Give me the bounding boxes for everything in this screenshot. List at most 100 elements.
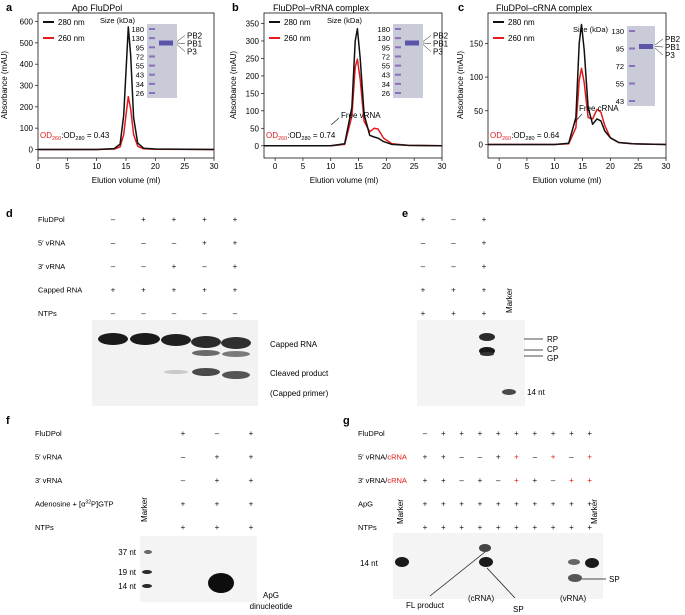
marker-label-right: Marker bbox=[590, 499, 599, 524]
cell-sign: + bbox=[478, 476, 483, 485]
panel-a-series bbox=[38, 26, 215, 151]
panel-d-bands bbox=[98, 333, 251, 379]
series-line-260nm bbox=[38, 95, 215, 151]
cell-sign: + bbox=[451, 309, 456, 318]
ladder-size-label: 130 bbox=[377, 34, 390, 43]
cell-sign: – bbox=[451, 262, 456, 271]
ladder-size-label: 34 bbox=[382, 80, 390, 89]
y-tick-label: 50 bbox=[250, 124, 259, 133]
panel-d-condition-table: FluDPol – + + + +5′ vRNA – – – + +3′ vRNA – – + – + Capp… bbox=[38, 215, 238, 318]
label-19nt: 19 nt bbox=[118, 568, 137, 577]
cell-sign: + bbox=[451, 286, 456, 295]
ladder-band bbox=[395, 82, 401, 85]
cell-sign: + bbox=[181, 523, 186, 532]
cell-sign: + bbox=[482, 286, 487, 295]
row-label-part: 3′ vRNA/ bbox=[358, 476, 388, 485]
band-label: PB2 bbox=[665, 35, 681, 44]
row-label: FluDPol bbox=[35, 429, 62, 438]
row-label: NTPs bbox=[358, 523, 377, 532]
band-capped-lane1 bbox=[98, 333, 128, 345]
size-kda-label: Size (kDa) bbox=[100, 16, 136, 25]
ladder-band bbox=[395, 46, 401, 49]
row-label: 3′ vRNA bbox=[35, 476, 62, 485]
cell-sign: + bbox=[441, 500, 446, 509]
series-line-280nm bbox=[38, 26, 215, 151]
x-tick-label: 30 bbox=[662, 162, 671, 171]
label-capped-rna: Capped RNA bbox=[270, 340, 318, 349]
od-value: = 0.64 bbox=[535, 131, 560, 140]
cell-sign: + bbox=[569, 476, 574, 485]
row-label: FluDPol bbox=[38, 215, 65, 224]
band-rp bbox=[479, 333, 495, 341]
ladder-size-label: 43 bbox=[382, 71, 390, 80]
ladder-band bbox=[395, 64, 401, 67]
od-a-sub: 260 bbox=[52, 136, 61, 142]
band-marker-14nt bbox=[142, 584, 152, 588]
y-tick-label: 600 bbox=[20, 18, 34, 27]
ladder-size-label: 180 bbox=[131, 25, 144, 34]
cell-sign: – bbox=[202, 262, 207, 271]
panel-d: d FluDPol – + + + +5′ vRNA – – – + +3′ vRNA – – + – + Ca… bbox=[6, 208, 329, 406]
x-tick-label: 5 bbox=[65, 162, 70, 171]
panel-c-title: FluDPol–cRNA complex bbox=[496, 3, 593, 13]
ladder-band bbox=[395, 73, 401, 76]
cell-sign: – bbox=[233, 309, 238, 318]
panel-f: f FluDPol + – +5′ vRNA – + +3′ vRNA – + + Adenosin… bbox=[6, 415, 293, 611]
y-tick-label: 100 bbox=[470, 73, 484, 82]
ladder-band bbox=[629, 65, 635, 67]
cell-sign: + bbox=[423, 523, 428, 532]
y-tick-label: 500 bbox=[20, 39, 34, 48]
panel-c-y-label: Absorbance (mAU) bbox=[456, 51, 465, 119]
band-label: PB1 bbox=[433, 40, 449, 49]
panel-e-bands bbox=[479, 333, 516, 395]
ladder-band bbox=[629, 47, 635, 50]
label-gp: GP bbox=[547, 354, 559, 363]
panel-d-gel bbox=[92, 320, 258, 406]
cell-sign: + bbox=[514, 453, 519, 462]
cell-sign: + bbox=[459, 429, 464, 438]
cell-sign: + bbox=[233, 215, 238, 224]
panel-letter-d: d bbox=[6, 208, 13, 220]
row-label-part: Adenosine + [α bbox=[35, 500, 86, 509]
label-14nt: 14 nt bbox=[118, 582, 137, 591]
y-tick-label: 200 bbox=[20, 103, 34, 112]
x-tick-label: 10 bbox=[92, 162, 101, 171]
band-vrna-upper bbox=[568, 559, 580, 565]
cell-sign: + bbox=[532, 429, 537, 438]
band-capped-lane4 bbox=[191, 336, 221, 348]
od-a-sub: 260 bbox=[502, 136, 511, 142]
panel-letter-a: a bbox=[6, 2, 13, 14]
ladder-size-label: 26 bbox=[382, 89, 390, 98]
ladder-band bbox=[395, 92, 401, 94]
ladder-size-label: 130 bbox=[131, 34, 144, 43]
cell-sign: + bbox=[551, 523, 556, 532]
cell-sign: + bbox=[551, 429, 556, 438]
cell-sign: + bbox=[202, 239, 207, 248]
panel-c-axes-frame bbox=[487, 12, 667, 159]
label-crna: (cRNA) bbox=[468, 594, 495, 603]
x-tick-label: 5 bbox=[525, 162, 530, 171]
band-cleaved-lane3 bbox=[164, 370, 188, 374]
row-label: 3′ vRNA/cRNA bbox=[358, 476, 407, 485]
row-label: 3′ vRNA bbox=[38, 262, 65, 271]
ladder-band bbox=[149, 73, 155, 76]
band-cleaved-lane4 bbox=[192, 368, 220, 376]
cell-sign: – bbox=[478, 453, 483, 462]
cell-sign: – bbox=[181, 476, 186, 485]
ladder-size-label: 55 bbox=[136, 62, 144, 71]
cell-sign: – bbox=[172, 309, 177, 318]
cell-sign: + bbox=[172, 215, 177, 224]
label-cp: CP bbox=[547, 345, 558, 354]
cell-sign: – bbox=[451, 239, 456, 248]
cell-sign: – bbox=[141, 239, 146, 248]
band-marker-19nt bbox=[142, 570, 152, 574]
od-ratio-note: OD260:OD280 = 0.43 bbox=[40, 131, 110, 142]
ladder-size-label: 43 bbox=[616, 97, 624, 106]
y-tick-label: 200 bbox=[246, 72, 260, 81]
y-tick-label: 250 bbox=[246, 54, 260, 63]
cell-sign: + bbox=[233, 239, 238, 248]
free-crna-pointer bbox=[574, 113, 583, 123]
y-tick-label: 150 bbox=[246, 89, 260, 98]
